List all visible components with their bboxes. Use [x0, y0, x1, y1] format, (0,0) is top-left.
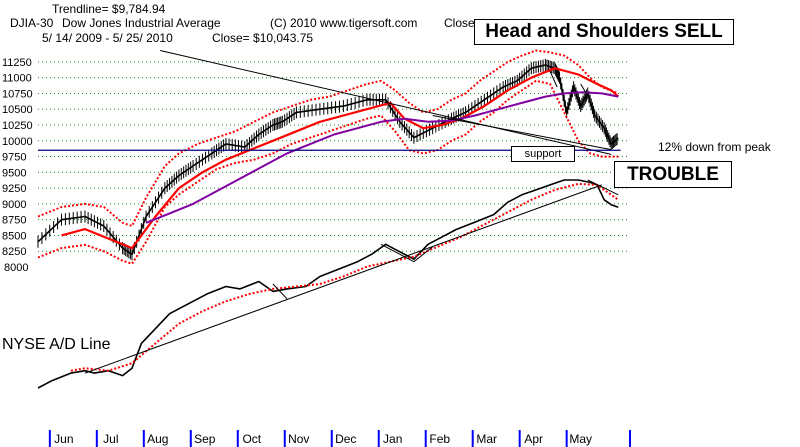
series-nyse-a-d-line	[37, 179, 619, 389]
y-tick-label: 9250	[2, 183, 26, 195]
series-upper-band	[37, 49, 619, 227]
trendline-a-d-breakdown	[587, 179, 619, 196]
x-tick-label-dec: Dec	[335, 432, 356, 446]
y-tick-label: 10250	[2, 120, 33, 132]
trendline-a-d-uptrend	[84, 184, 602, 374]
y-axis-labels: 8250 8500 8750 9000 9250 9500 9750 10000 10250 10…	[2, 57, 33, 274]
trendline-a-d-dip-nov	[272, 283, 288, 300]
date-range: 5/ 14/ 2009 - 5/ 25/ 2010	[42, 31, 173, 45]
x-axis: Jun Jul Aug Sep Oct Nov Dec Jan Feb Mar Apr May	[48, 430, 631, 447]
y-tick-label: 9000	[2, 199, 26, 211]
x-tick-label-may: May	[569, 432, 592, 446]
x-tick-label-feb: Feb	[429, 432, 450, 446]
series-middle-moving-average	[61, 67, 620, 250]
index-name: Dow Jones Industrial Average	[62, 16, 221, 30]
x-tick-label-jan: Jan	[383, 432, 402, 446]
x-tick-label-mar: Mar	[476, 432, 497, 446]
y-tick-label: 8250	[2, 246, 26, 258]
y-tick-label: 9500	[2, 167, 26, 179]
x-tick-label-apr: Apr	[524, 432, 543, 446]
x-tick-label-oct: Oct	[242, 432, 261, 446]
trendline-value: Trendline= $9,784.94	[52, 2, 166, 16]
index-symbol: DJIA-30	[10, 16, 54, 30]
data-series	[37, 49, 620, 389]
y-tick-label: 8500	[2, 230, 26, 242]
close-label: Close	[444, 16, 475, 30]
x-tick-label-nov: Nov	[288, 432, 309, 446]
down-from-peak-label: 12% down from peak	[658, 140, 771, 154]
y-tick-label: 10500	[2, 104, 33, 116]
series-a-d-line-moving-average	[70, 182, 619, 372]
head-and-shoulders-sell-label: Head and Shoulders SELL	[474, 19, 734, 45]
series-lower-band	[37, 79, 619, 265]
y-tick-label: 11250	[2, 57, 32, 69]
y-tick-label-extra: 8000	[4, 262, 28, 274]
ad-line-label: NYSE A/D Line	[2, 336, 111, 353]
x-tick-label-sep: Sep	[194, 432, 216, 446]
y-tick-label: 8750	[2, 215, 26, 227]
trendline-shoulder-right	[580, 83, 591, 101]
grid-lines	[38, 61, 630, 252]
trendline-shoulder-left	[549, 71, 558, 88]
x-tick-label-jun: Jun	[54, 432, 73, 446]
y-tick-label: 11000	[2, 73, 32, 85]
y-tick-label: 10000	[2, 136, 33, 148]
copyright: (C) 2010 www.tigersoft.com	[270, 16, 418, 30]
trendline-a-d-dip-jan-feb	[380, 243, 415, 263]
y-tick-label: 10750	[2, 88, 33, 100]
x-tick-label-aug: Aug	[147, 432, 168, 446]
x-tick-label-jul: Jul	[103, 432, 118, 446]
support-label: support	[511, 146, 575, 162]
close-value: Close= $10,043.75	[212, 31, 314, 45]
trendlines	[38, 50, 621, 374]
trendline-trendline	[160, 50, 612, 155]
y-tick-label: 9750	[2, 152, 26, 164]
trendline-a-d-dip-feb	[413, 246, 433, 263]
trendline-head-and-shoulders-neckline	[432, 115, 612, 151]
series-long-moving-average	[145, 91, 619, 224]
trouble-label: TROUBLE	[614, 161, 732, 188]
